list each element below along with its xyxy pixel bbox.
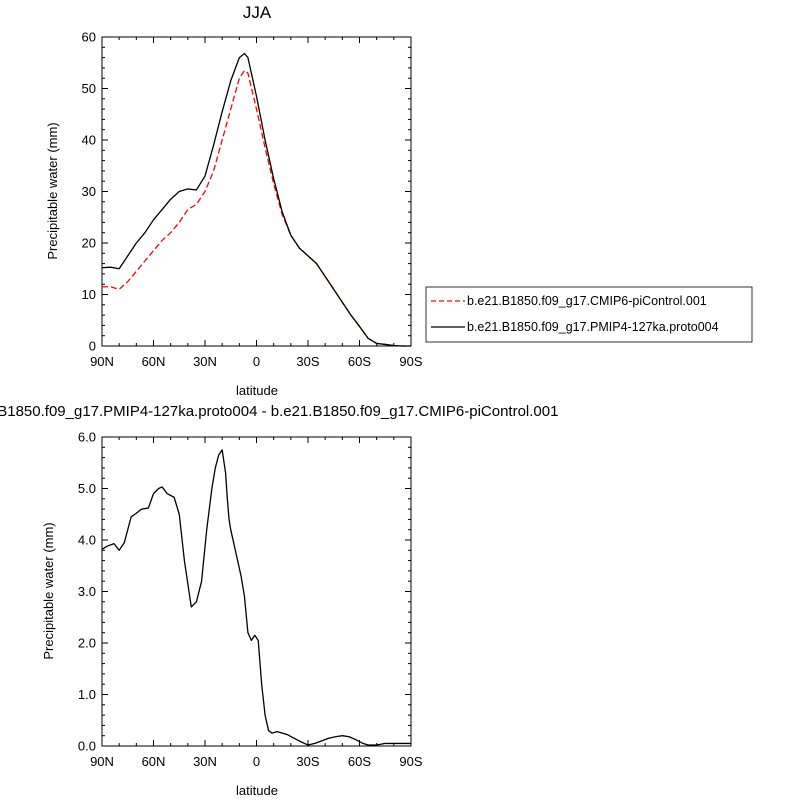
x-tick-label: 0 — [253, 754, 260, 769]
top-chart-x-axis-label: latitude — [236, 383, 278, 398]
top-chart-series — [101, 52, 411, 347]
x-tick-label: 60N — [142, 754, 166, 769]
bottom-chart-y-axis-label: Precipitable water (mm) — [41, 522, 56, 659]
top-chart: JJA 90N 60N 30N 0 30S 60S 90S 0 10 20 30 40 50 60 lat… — [45, 3, 423, 398]
y-tick-label: 4.0 — [78, 533, 96, 548]
bottom-chart: b.e21.B1850.f09_g17.PMIP4-127ka.proto004… — [0, 403, 558, 798]
y-tick-label: 0 — [89, 339, 96, 354]
y-tick-label: 6.0 — [78, 430, 96, 445]
series-line-0 — [101, 449, 411, 746]
y-tick-label: 40 — [82, 133, 96, 148]
bottom-chart-ticks: 90N 60N 30N 0 30S 60S 90S 0.0 1.0 2.0 3.0 4.0 5.0 6.0 — [78, 430, 423, 770]
top-chart-y-axis-label: Precipitable water (mm) — [45, 122, 60, 259]
y-tick-label: 10 — [82, 287, 96, 302]
y-tick-label: 50 — [82, 81, 96, 96]
x-tick-label: 60S — [348, 354, 371, 369]
y-tick-label: 1.0 — [78, 687, 96, 702]
x-tick-label: 30S — [296, 754, 319, 769]
x-tick-label: 30S — [296, 354, 319, 369]
y-tick-label: 2.0 — [78, 636, 96, 651]
y-tick-label: 20 — [82, 236, 96, 251]
bottom-chart-series — [101, 449, 411, 746]
series-line-0 — [102, 69, 411, 347]
x-tick-label: 90N — [90, 754, 114, 769]
x-tick-label: 30N — [193, 354, 217, 369]
x-tick-label: 90N — [90, 354, 114, 369]
top-chart-ticks: 90N 60N 30N 0 30S 60S 90S 0 10 20 30 40 50 60 — [82, 30, 423, 370]
legend-box — [425, 286, 753, 343]
x-tick-label: 30N — [193, 754, 217, 769]
y-tick-label: 0.0 — [78, 739, 96, 754]
x-tick-label: 90S — [399, 754, 422, 769]
legend-label-picontrol: b.e21.B1850.f09_g17.CMIP6-piControl.001 — [467, 294, 707, 308]
x-tick-label: 90S — [399, 354, 422, 369]
x-tick-label: 0 — [253, 354, 260, 369]
legend: b.e21.B1850.f09_g17.CMIP6-piControl.001 … — [425, 286, 753, 343]
x-tick-label: 60S — [348, 754, 371, 769]
bottom-chart-title: b.e21.B1850.f09_g17.PMIP4-127ka.proto004… — [0, 403, 558, 420]
y-tick-label: 5.0 — [78, 481, 96, 496]
y-tick-label: 3.0 — [78, 584, 96, 599]
legend-label-127ka: b.e21.B1850.f09_g17.PMIP4-127ka.proto004 — [467, 320, 719, 334]
series-line-1 — [101, 52, 411, 347]
x-tick-label: 60N — [142, 354, 166, 369]
bottom-plot-frame — [101, 436, 412, 747]
y-tick-label: 60 — [82, 30, 96, 45]
top-chart-title: JJA — [243, 3, 272, 22]
bottom-chart-x-axis-label: latitude — [236, 783, 278, 798]
top-plot-frame — [101, 36, 412, 347]
y-tick-label: 30 — [82, 184, 96, 199]
